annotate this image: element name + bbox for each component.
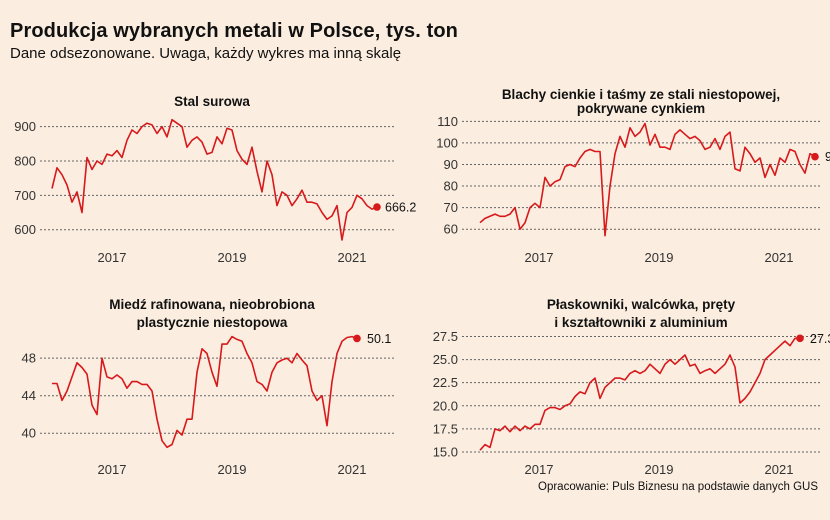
y-tick-label: 800 (14, 153, 36, 168)
series-line (51, 118, 378, 241)
last-point (796, 334, 804, 343)
y-tick-label: 25.0 (433, 352, 458, 367)
series-line (479, 122, 816, 237)
y-tick-label: 44 (22, 388, 36, 403)
y-tick-label: 900 (14, 119, 36, 134)
panel-title: pokrywane cynkiem (577, 101, 705, 116)
y-tick-label: 40 (22, 426, 36, 441)
y-tick-label: 22.5 (433, 375, 458, 390)
last-value-label: 666.2 (385, 201, 416, 215)
last-value-label: 93.6 (825, 150, 830, 164)
x-tick-label: 2017 (98, 462, 127, 477)
y-tick-label: 700 (14, 188, 36, 203)
page-subtitle: Dane odsezonowane. Uwaga, każdy wykres m… (10, 45, 402, 62)
y-tick-label: 60 (444, 222, 458, 237)
panel-title: Miedź rafinowana, nieobrobiona (109, 297, 315, 312)
panel-title: Płaskowniki, walcówka, pręty (547, 297, 736, 312)
series-line (479, 337, 800, 451)
panel-title: plastycznie niestopowa (137, 315, 288, 330)
x-tick-label: 2021 (338, 462, 367, 477)
x-tick-label: 2021 (765, 462, 794, 477)
y-tick-label: 80 (444, 179, 458, 194)
panel-title: Stal surowa (174, 94, 250, 109)
x-tick-label: 2019 (218, 462, 247, 477)
panel-title: i kształtowniki z aluminium (554, 315, 727, 330)
chart-panel-4: Płaskowniki, walcówka, pręty i kształtown… (433, 297, 830, 477)
x-tick-label: 2019 (218, 250, 247, 265)
y-tick-label: 100 (436, 135, 458, 150)
panel-title: Blachy cienkie i taśmy ze stali niestopo… (502, 87, 780, 102)
series-line (52, 335, 358, 449)
y-tick-label: 27.5 (433, 329, 458, 344)
y-tick-label: 17.5 (433, 421, 458, 436)
last-point (353, 334, 361, 343)
y-tick-label: 600 (14, 222, 36, 237)
last-value-label: 27.3 (810, 332, 830, 346)
x-tick-label: 2019 (645, 462, 674, 477)
chart-panel-1: Stal surowa 600 700 800 900 2017 2019 2021 666.2 (14, 94, 416, 265)
page-title: Produkcja wybranych metali w Polsce, tys… (10, 20, 458, 42)
x-tick-label: 2021 (765, 250, 794, 265)
y-tick-label: 90 (444, 157, 458, 172)
x-tick-label: 2021 (338, 250, 367, 265)
chart-panel-3: Miedź rafinowana, nieobrobiona plastyczni… (22, 297, 395, 477)
y-tick-label: 110 (437, 114, 458, 129)
x-tick-label: 2017 (98, 250, 127, 265)
y-tick-label: 48 (22, 351, 36, 366)
x-tick-label: 2019 (645, 250, 674, 265)
y-tick-label: 20.0 (433, 398, 458, 413)
x-tick-label: 2017 (525, 462, 554, 477)
chart-panel-2: Blachy cienkie i taśmy ze stali niestopo… (436, 87, 830, 265)
source-note: Opracowanie: Puls Biznesu na podstawie d… (538, 481, 818, 493)
last-point (811, 152, 819, 161)
y-tick-label: 15.0 (433, 445, 458, 460)
last-value-label: 50.1 (367, 332, 391, 346)
x-tick-label: 2017 (525, 250, 554, 265)
last-point (373, 203, 381, 211)
y-tick-label: 70 (444, 200, 458, 215)
